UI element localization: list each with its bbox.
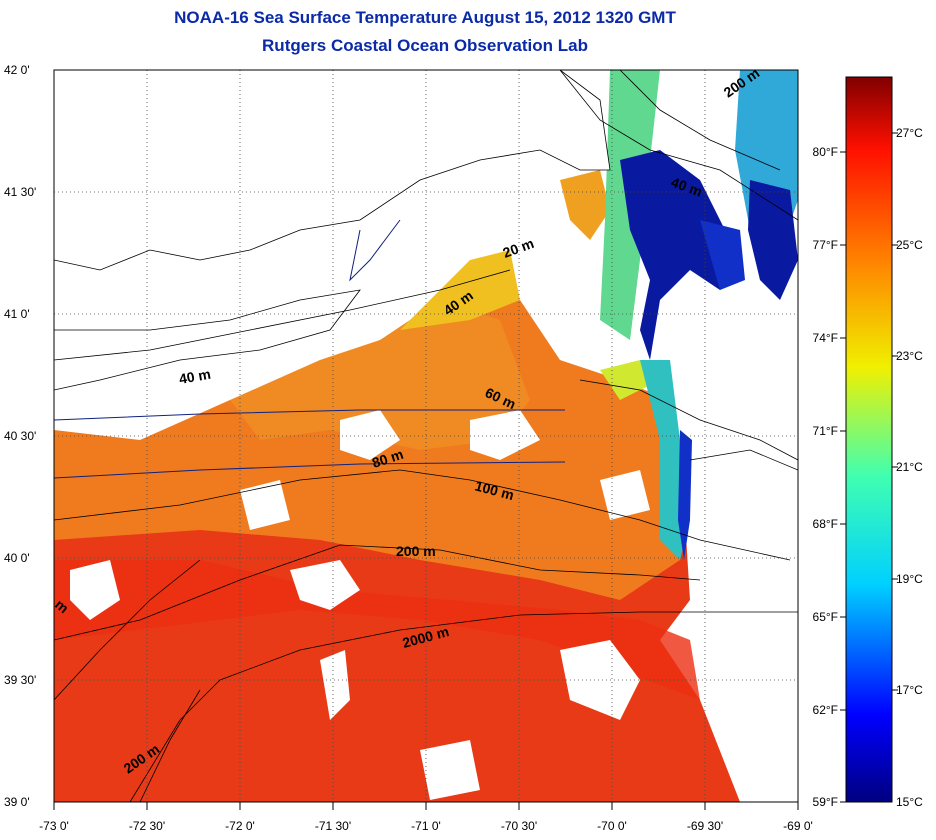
lon-tick-label: -70 0' xyxy=(597,819,627,833)
lon-tick-label: -72 0' xyxy=(225,819,255,833)
lat-tick-label: 40 30' xyxy=(4,429,36,443)
lon-tick-label: -71 0' xyxy=(411,819,441,833)
celsius-label: 25°C xyxy=(896,238,923,252)
lon-tick-label: -73 0' xyxy=(39,819,69,833)
isobath-label: 40 m xyxy=(178,366,212,387)
map-subtitle: Rutgers Coastal Ocean Observation Lab xyxy=(262,36,588,55)
fahrenheit-label: 77°F xyxy=(813,238,838,252)
celsius-label: 27°C xyxy=(896,126,923,140)
fahrenheit-label: 71°F xyxy=(813,424,838,438)
map-tick-marks xyxy=(53,802,799,810)
temperature-colorbar xyxy=(845,76,893,803)
celsius-label: 19°C xyxy=(896,572,923,586)
lon-tick-label: -69 30' xyxy=(687,819,723,833)
lat-tick-label: 39 0' xyxy=(4,795,30,809)
celsius-label: 17°C xyxy=(896,683,923,697)
map-title: NOAA-16 Sea Surface Temperature August 1… xyxy=(174,8,676,27)
celsius-label: 23°C xyxy=(896,349,923,363)
fahrenheit-label: 59°F xyxy=(813,795,838,809)
lat-tick-label: 39 30' xyxy=(4,673,36,687)
colorbar-celsius-labels: 27°C 25°C 23°C 21°C 19°C 17°C 15°C xyxy=(896,126,923,809)
latitude-labels: 42 0' 41 30' 41 0' 40 30' 40 0' 39 30' 3… xyxy=(4,63,36,809)
isobath-label: 200 m xyxy=(396,543,436,559)
longitude-labels: -73 0' -72 30' -72 0' -71 30' -71 0' -70… xyxy=(39,819,813,833)
fahrenheit-label: 62°F xyxy=(813,703,838,717)
lat-tick-label: 41 0' xyxy=(4,307,30,321)
celsius-label: 15°C xyxy=(896,795,923,809)
fahrenheit-label: 68°F xyxy=(813,517,838,531)
map-grid xyxy=(54,70,798,802)
lon-tick-label: -71 30' xyxy=(315,819,351,833)
lon-tick-label: -70 30' xyxy=(501,819,537,833)
lat-tick-label: 41 30' xyxy=(4,185,36,199)
lon-tick-label: -72 30' xyxy=(129,819,165,833)
fahrenheit-label: 65°F xyxy=(813,610,838,624)
colorbar-fahrenheit-labels: 80°F 77°F 74°F 71°F 68°F 65°F 62°F 59°F xyxy=(813,145,838,809)
celsius-label: 21°C xyxy=(896,460,923,474)
lat-tick-label: 40 0' xyxy=(4,551,30,565)
lon-tick-label: -69 0' xyxy=(783,819,813,833)
lat-tick-label: 42 0' xyxy=(4,63,30,77)
colorbar-ticks xyxy=(840,132,898,803)
fahrenheit-label: 74°F xyxy=(813,331,838,345)
fahrenheit-label: 80°F xyxy=(813,145,838,159)
